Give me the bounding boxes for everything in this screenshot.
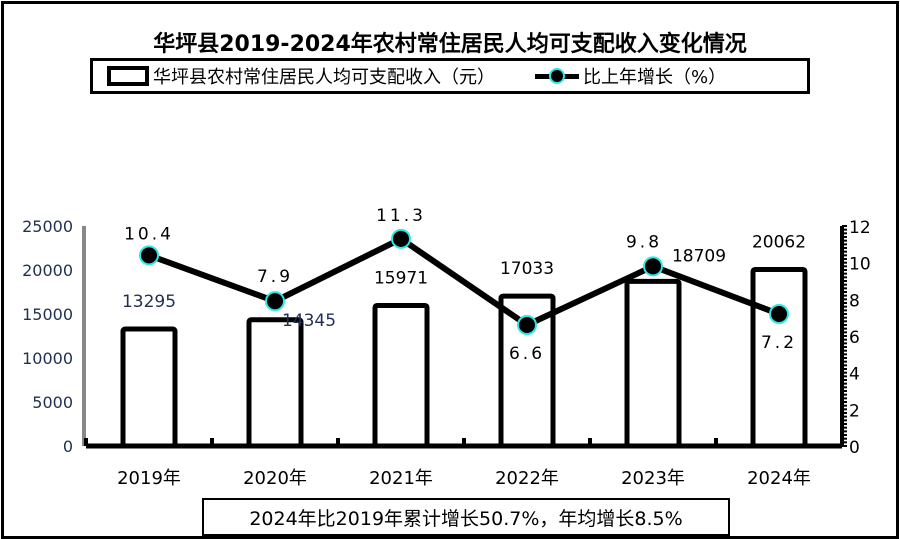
growth-marker — [139, 245, 159, 266]
right-axis-tick-label: 10 — [849, 255, 871, 275]
legend-bar-swatch — [107, 66, 149, 86]
left-axis-tick-label: 0 — [63, 437, 73, 456]
growth-data-label: 11.3 — [376, 206, 426, 226]
right-axis-tick-label: 6 — [849, 328, 860, 348]
legend-bar-label: 华坪县农村常住居民人均可支配收入（元） — [153, 67, 495, 88]
legend-line-label: 比上年增长（%） — [583, 67, 727, 88]
left-axis-tick-label: 20000 — [22, 261, 73, 280]
bar-data-label: 13295 — [122, 292, 176, 312]
bar-data-label: 14345 — [282, 311, 336, 331]
x-axis-tick-label: 2020年 — [243, 468, 307, 489]
growth-marker — [517, 315, 537, 335]
bar-data-label: 17033 — [500, 259, 554, 279]
right-axis-tick-label: 0 — [849, 438, 860, 458]
right-axis-tick-label: 4 — [849, 365, 860, 385]
bar — [120, 326, 178, 449]
bar — [750, 266, 808, 449]
legend: 华坪县农村常住居民人均可支配收入（元） 比上年增长（%） — [90, 58, 810, 94]
growth-line — [147, 235, 781, 328]
bar — [246, 317, 304, 449]
growth-data-label: 9.8 — [626, 232, 662, 252]
growth-data-label: 6.6 — [509, 344, 545, 364]
x-axis-tick-label: 2023年 — [621, 468, 685, 489]
right-axis-tick-label: 2 — [849, 401, 860, 421]
growth-data-label: 7.9 — [257, 267, 293, 287]
growth-marker — [391, 228, 411, 249]
right-axis-tick-label: 8 — [849, 291, 860, 311]
left-axis-tick-label: 25000 — [22, 217, 73, 236]
growth-marker — [643, 256, 663, 277]
x-axis-tick-label: 2019年 — [117, 468, 181, 489]
bar — [624, 278, 682, 449]
left-axis-tick-label: 5000 — [32, 393, 73, 412]
growth-data-label: 7.2 — [761, 333, 797, 353]
x-axis-tick-label: 2024年 — [747, 468, 811, 489]
legend-line-swatch — [535, 66, 579, 86]
x-axis-tick-label: 2021年 — [369, 468, 433, 489]
bar — [372, 302, 430, 449]
chart-title: 华坪县2019-2024年农村常住居民人均可支配收入变化情况 — [153, 32, 747, 57]
x-axis-tick-label: 2022年 — [495, 468, 559, 489]
bar — [498, 293, 556, 449]
right-axis-tick-label: 12 — [849, 218, 871, 238]
bar-data-label: 15971 — [374, 268, 428, 288]
bar-data-label: 20062 — [752, 232, 806, 252]
left-axis-tick-label: 10000 — [22, 349, 73, 368]
left-axis-tick-label: 15000 — [22, 305, 73, 324]
growth-data-label: 10.4 — [124, 224, 174, 244]
growth-marker — [265, 291, 285, 312]
growth-marker — [769, 304, 789, 324]
footer-note: 2024年比2019年累计增长50.7%，年均增长8.5% — [202, 498, 730, 536]
bar-data-label: 18709 — [672, 246, 726, 266]
